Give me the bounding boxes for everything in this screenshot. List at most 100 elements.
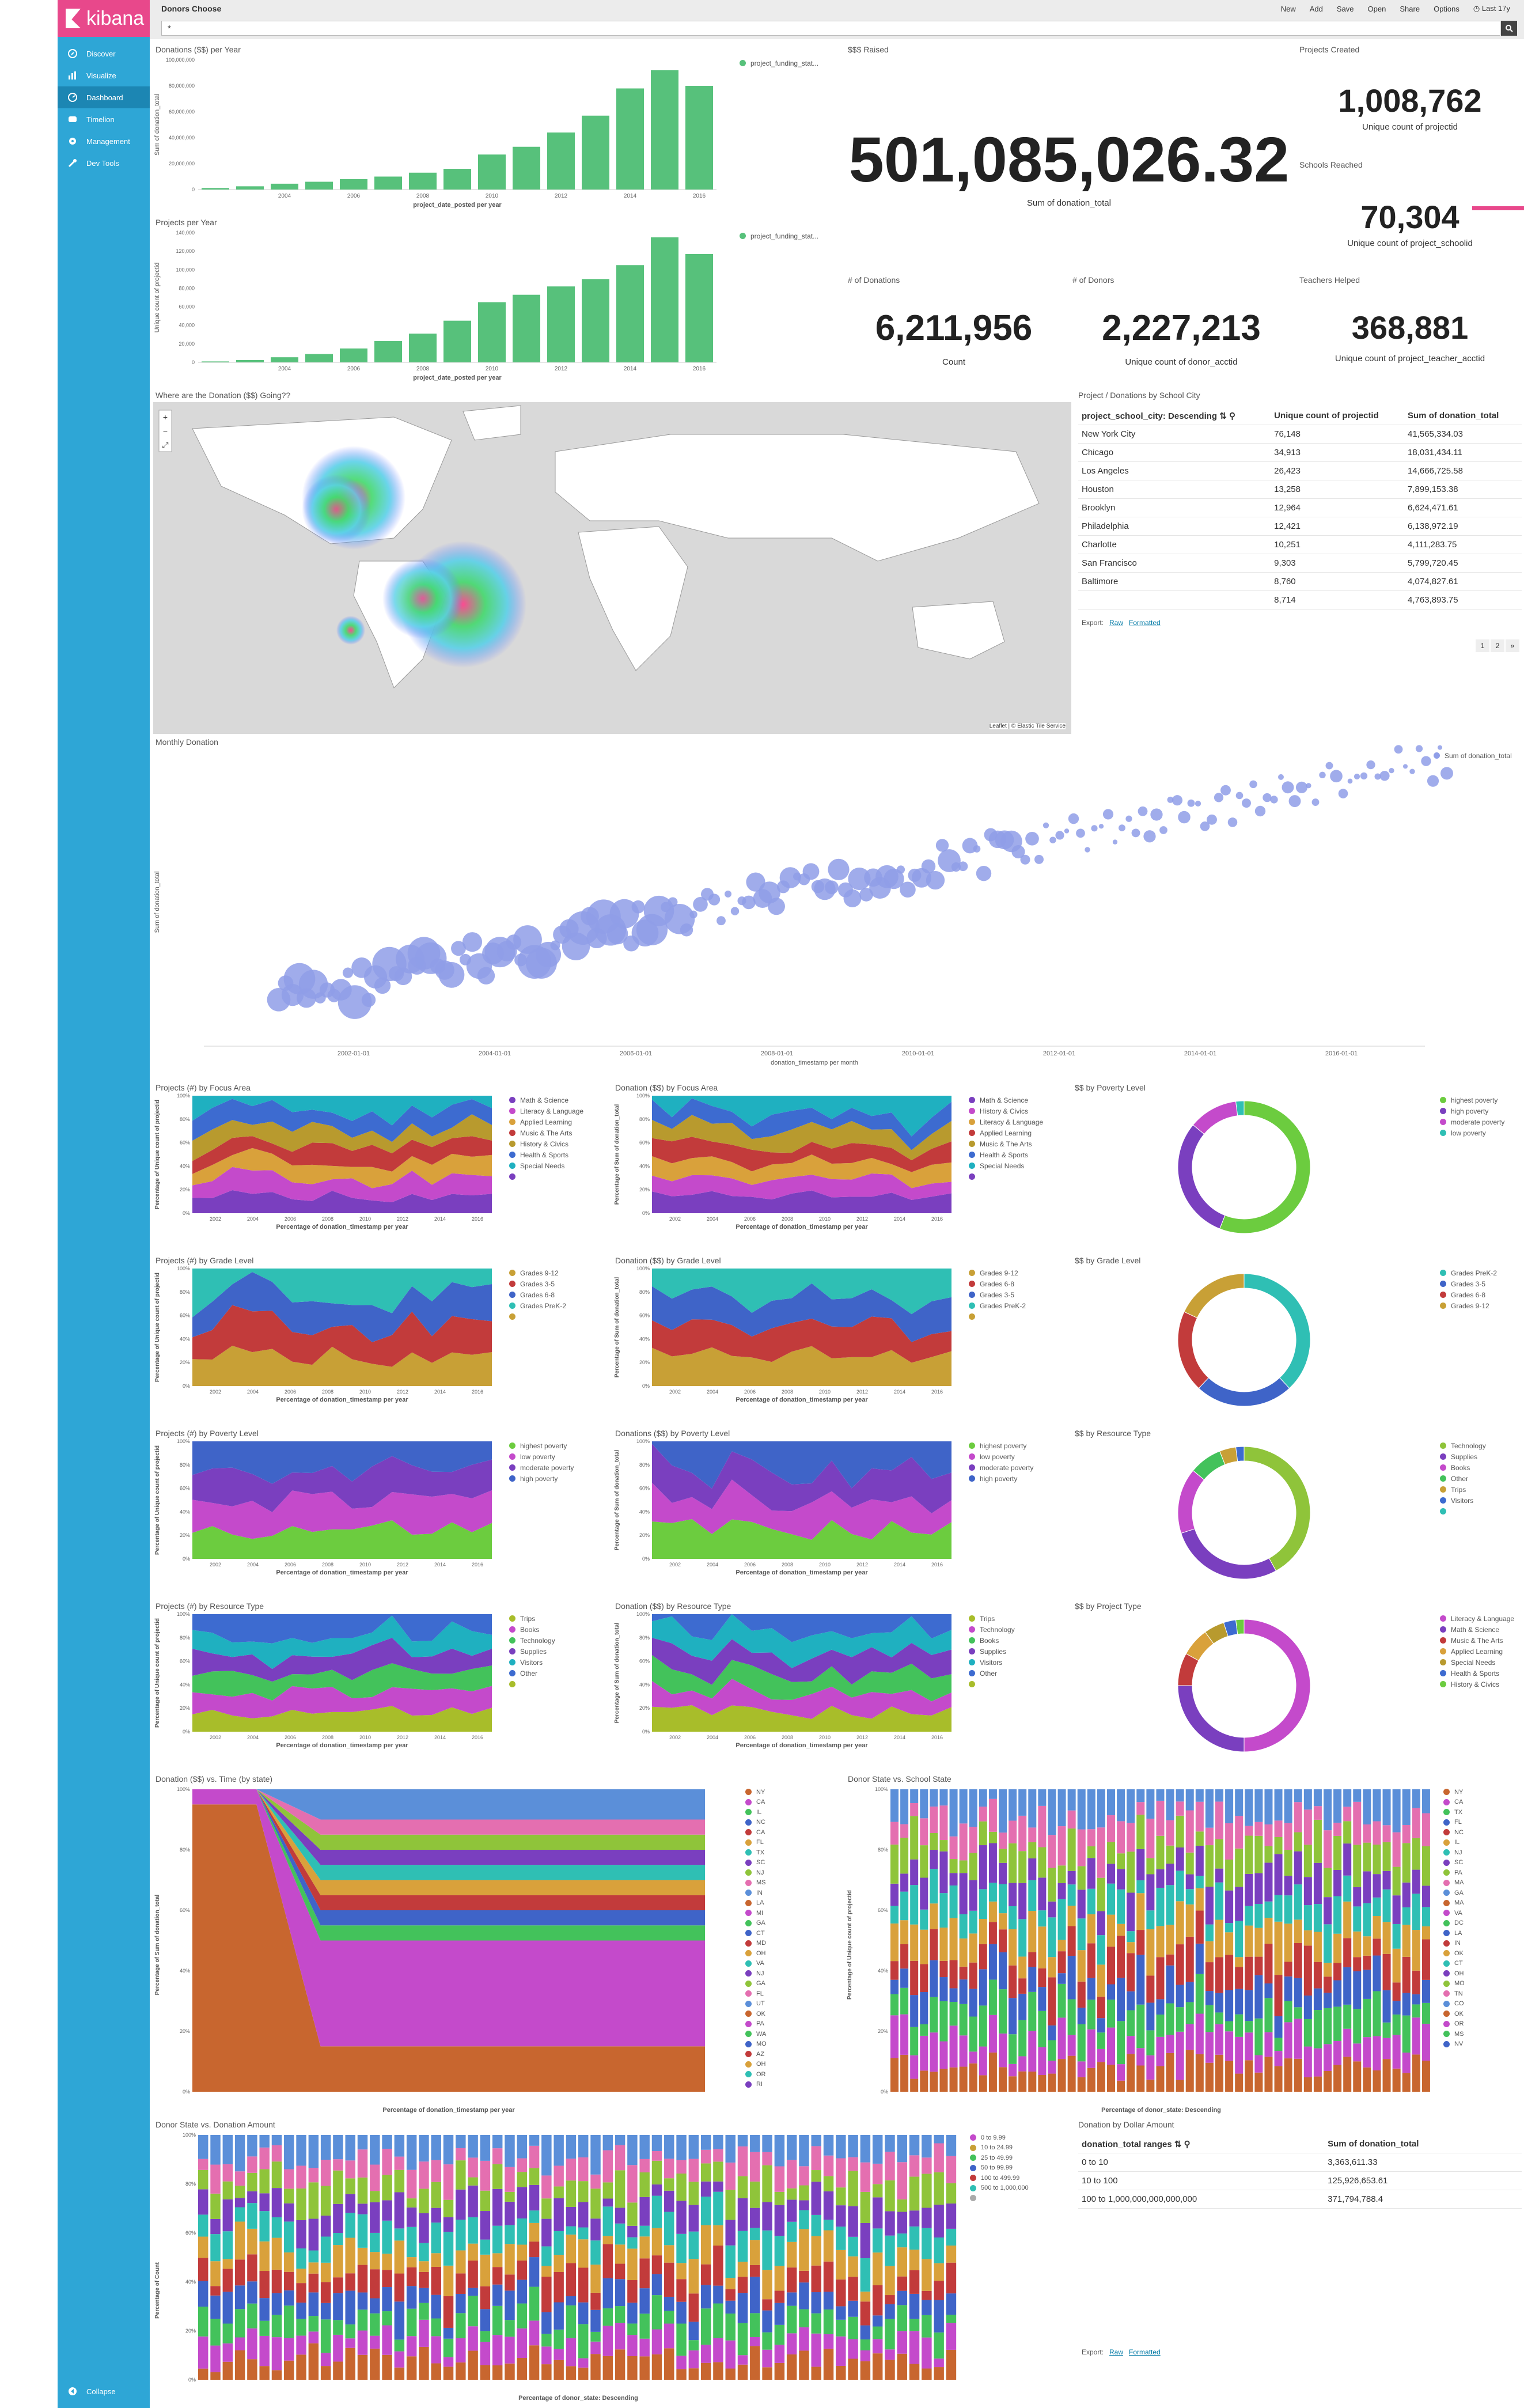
search-input[interactable]: * — [161, 21, 1500, 36]
legend-item[interactable]: NY — [745, 1787, 767, 1797]
legend-item[interactable]: Health & Sports — [1440, 1668, 1514, 1679]
legend-item[interactable]: highest poverty — [509, 1440, 574, 1451]
legend-item[interactable]: moderate poverty — [969, 1462, 1033, 1473]
export-formatted-link[interactable]: Formatted — [1129, 619, 1161, 627]
legend-item[interactable]: Books — [509, 1624, 555, 1635]
legend-item[interactable]: OH — [745, 1948, 767, 1959]
legend-item[interactable]: Health & Sports — [969, 1149, 1043, 1160]
legend-item[interactable]: 500 to 1,000,000 — [970, 2183, 1029, 2194]
legend-item[interactable]: Books — [1440, 1462, 1486, 1473]
legend-item[interactable]: 100 to 499.99 — [970, 2173, 1029, 2183]
legend-item[interactable]: low poverty — [509, 1451, 574, 1462]
legend-item[interactable]: FL — [1443, 1818, 1465, 1828]
legend-item[interactable]: Visitors — [509, 1657, 555, 1668]
legend-item[interactable]: NJ — [1443, 1847, 1465, 1858]
legend-item[interactable]: Grades PreK-2 — [1440, 1267, 1497, 1278]
legend-item[interactable]: Math & Science — [509, 1095, 583, 1105]
coordinate-map[interactable] — [152, 388, 1071, 734]
legend-item[interactable]: History & Civics — [509, 1138, 583, 1149]
legend-item[interactable]: Other — [969, 1668, 1015, 1679]
legend-item[interactable]: Technology — [1440, 1440, 1486, 1451]
legend-item[interactable]: NY — [1443, 1787, 1465, 1797]
legend-item[interactable]: moderate poverty — [1440, 1116, 1504, 1127]
legend-item[interactable]: Grades 6-8 — [969, 1278, 1026, 1289]
legend-item[interactable]: Other — [1440, 1473, 1486, 1484]
legend-item[interactable]: IL — [745, 1807, 767, 1818]
legend-item[interactable]: CA — [745, 1797, 767, 1808]
legend-item[interactable]: Grades 3-5 — [969, 1289, 1026, 1300]
fit-bounds-icon[interactable]: ⤢ — [162, 440, 169, 449]
legend-item[interactable]: Visitors — [969, 1657, 1015, 1668]
legend-item[interactable]: TN — [1443, 1989, 1465, 1999]
legend-item[interactable]: NJ — [745, 1868, 767, 1878]
table-header[interactable]: donation_total ranges ⇅ ⚲ — [1078, 2135, 1325, 2153]
export-raw-link[interactable]: Raw — [1109, 619, 1124, 627]
legend-item[interactable]: Music & The Arts — [969, 1138, 1043, 1149]
legend-item[interactable]: CT — [1443, 1959, 1465, 1969]
kibana-logo[interactable]: kibana — [58, 0, 150, 37]
legend-item[interactable]: Trips — [509, 1613, 555, 1624]
legend-item[interactable]: Literacy & Language — [509, 1105, 583, 1116]
legend-item[interactable] — [509, 1311, 566, 1322]
legend-item[interactable]: Applied Learning — [1440, 1646, 1514, 1657]
legend-item[interactable]: Grades 3-5 — [1440, 1278, 1497, 1289]
legend-item[interactable]: MA — [1443, 1898, 1465, 1909]
legend-item[interactable]: VA — [745, 1959, 767, 1969]
legend-item[interactable]: SC — [1443, 1858, 1465, 1868]
legend-item[interactable]: TX — [745, 1847, 767, 1858]
legend-item[interactable]: Applied Learning — [969, 1127, 1043, 1138]
legend-item[interactable]: low poverty — [1440, 1127, 1504, 1138]
sidebar-item-discover[interactable]: Discover — [58, 43, 150, 65]
legend-item[interactable]: Supplies — [509, 1646, 555, 1657]
page-2-button[interactable]: 2 — [1491, 639, 1504, 652]
legend-item[interactable]: LA — [1443, 1928, 1465, 1938]
share-button[interactable]: Share — [1400, 4, 1420, 13]
legend-item[interactable]: Supplies — [969, 1646, 1015, 1657]
table-header[interactable]: Sum of donation_total — [1324, 2135, 1522, 2153]
sort-icon[interactable]: ⇅ — [1174, 2139, 1182, 2149]
page-1-button[interactable]: 1 — [1476, 639, 1489, 652]
sidebar-item-visualize[interactable]: Visualize — [58, 65, 150, 86]
legend-item[interactable]: OK — [1443, 2009, 1465, 2019]
legend-item[interactable]: MD — [745, 1938, 767, 1949]
export-raw-link[interactable]: Raw — [1109, 2348, 1124, 2356]
legend-item[interactable]: TX — [1443, 1807, 1465, 1818]
legend-item[interactable]: MO — [1443, 1979, 1465, 1989]
search-icon[interactable]: ⚲ — [1184, 2139, 1191, 2149]
legend-item[interactable]: Technology — [969, 1624, 1015, 1635]
options-button[interactable]: Options — [1434, 4, 1459, 13]
legend-item[interactable]: NV — [1443, 2039, 1465, 2050]
collapse-button[interactable]: Collapse — [58, 2380, 150, 2402]
legend-item[interactable]: Special Needs — [969, 1160, 1043, 1171]
legend-item[interactable]: OH — [1443, 1968, 1465, 1979]
legend-item[interactable] — [1440, 1506, 1486, 1517]
sidebar-item-dashboard[interactable]: Dashboard — [58, 86, 150, 108]
legend-item[interactable]: Special Needs — [1440, 1657, 1514, 1668]
legend-item[interactable]: OK — [1443, 1948, 1465, 1959]
legend-item[interactable]: Grades 9-12 — [1440, 1300, 1497, 1311]
legend-item[interactable]: highest poverty — [969, 1440, 1033, 1451]
legend-item[interactable]: WA — [745, 2029, 767, 2039]
legend-item[interactable]: high poverty — [1440, 1105, 1504, 1116]
time-picker[interactable]: ◷ Last 17y — [1473, 4, 1510, 13]
legend-item[interactable]: DC — [1443, 1918, 1465, 1929]
legend-item[interactable]: OH — [745, 2059, 767, 2070]
table-header[interactable]: Sum of donation_total — [1404, 407, 1522, 425]
legend-item[interactable]: PA — [1443, 1868, 1465, 1878]
legend-item[interactable]: History & Civics — [1440, 1679, 1514, 1690]
sidebar-item-devtools[interactable]: Dev Tools — [58, 152, 150, 174]
legend-item[interactable]: History & Civics — [969, 1105, 1043, 1116]
legend-item[interactable]: Trips — [1440, 1484, 1486, 1495]
legend-item[interactable]: moderate poverty — [509, 1462, 574, 1473]
legend-item[interactable]: Grades 6-8 — [1440, 1289, 1497, 1300]
legend-item[interactable]: Special Needs — [509, 1160, 583, 1171]
legend-item[interactable]: AZ — [745, 2049, 767, 2059]
zoom-in-button[interactable]: + — [162, 412, 168, 422]
search-button[interactable] — [1501, 21, 1517, 36]
legend-item[interactable]: Applied Learning — [509, 1116, 583, 1127]
next-page-button[interactable]: » — [1506, 639, 1519, 652]
legend-item[interactable]: Literacy & Language — [1440, 1613, 1514, 1624]
zoom-out-button[interactable]: − — [162, 426, 168, 436]
legend-item[interactable]: 0 to 9.99 — [970, 2133, 1029, 2143]
add-button[interactable]: Add — [1309, 4, 1323, 13]
